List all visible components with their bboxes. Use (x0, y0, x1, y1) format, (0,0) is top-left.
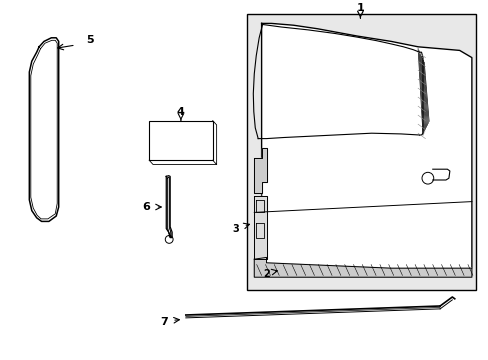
Polygon shape (254, 257, 471, 277)
Text: 2: 2 (263, 269, 269, 279)
Polygon shape (29, 38, 59, 221)
Polygon shape (254, 196, 266, 259)
Text: 4: 4 (177, 107, 184, 117)
Polygon shape (166, 176, 172, 238)
Polygon shape (261, 23, 471, 277)
Text: 1: 1 (356, 3, 364, 13)
Bar (149, 121, 212, 160)
Text: 6: 6 (142, 202, 150, 212)
Bar (246, 14, 475, 290)
Polygon shape (254, 148, 266, 193)
Polygon shape (432, 169, 449, 180)
Text: 3: 3 (231, 224, 238, 234)
Text: 7: 7 (160, 317, 167, 327)
Text: 5: 5 (86, 35, 94, 45)
